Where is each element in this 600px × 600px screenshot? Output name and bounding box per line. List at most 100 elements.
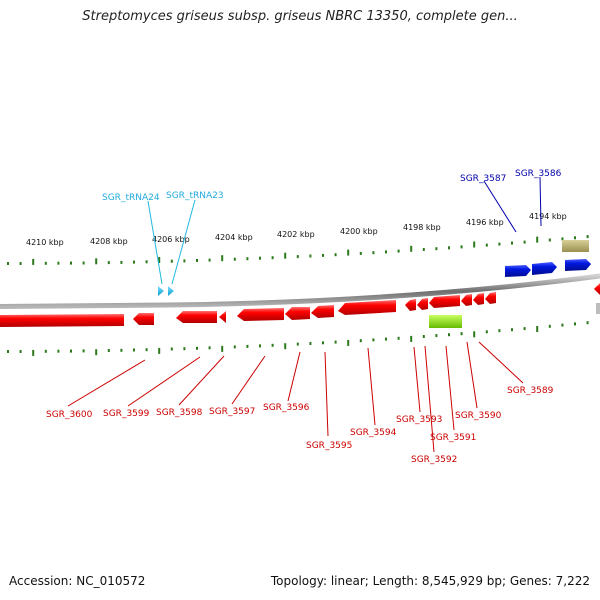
upper-tick <box>296 255 299 259</box>
gene-sgr-3600[interactable] <box>0 314 124 327</box>
upper-tick <box>208 258 211 262</box>
upper-tick <box>397 249 400 253</box>
label-sgr-3589[interactable]: SGR_3589 <box>507 386 554 396</box>
label-sgr-3591[interactable]: SGR_3591 <box>430 433 476 443</box>
lower-tick <box>372 338 375 342</box>
upper-tick <box>32 258 35 265</box>
lower-tick <box>548 324 551 328</box>
lower-tick <box>82 349 85 353</box>
upper-tick <box>536 236 539 243</box>
label-sgr-3595[interactable]: SGR_3595 <box>306 441 352 451</box>
lower-tick <box>19 350 22 353</box>
label-sgr-3598[interactable]: SGR_3598 <box>156 408 203 418</box>
misc-feature-green[interactable] <box>429 315 462 328</box>
chromosome-backbone <box>0 273 600 309</box>
lower-tick <box>574 322 576 326</box>
lower-tick <box>170 347 173 351</box>
upper-tick <box>19 262 22 265</box>
label-sgr-3590[interactable]: SGR_3590 <box>455 411 502 421</box>
tick-label-4200: 4200 kbp <box>340 227 378 236</box>
gene-sgr-3596[interactable] <box>237 308 284 321</box>
lower-scale-ticks <box>7 321 589 356</box>
lower-tick <box>44 349 47 353</box>
gene-sgr-3589a[interactable] <box>461 294 472 306</box>
gene-sgr-3587[interactable] <box>505 265 531 277</box>
label-sgr-3592[interactable]: SGR_3592 <box>411 455 457 465</box>
gene-forward-extra[interactable] <box>565 259 591 271</box>
tick-label-4208: 4208 kbp <box>90 237 128 246</box>
label-sgr-3596[interactable]: SGR_3596 <box>263 403 310 413</box>
gene-sgr-3586[interactable] <box>532 262 557 275</box>
lower-tick <box>208 346 211 350</box>
tick-label-4206: 4206 kbp <box>152 235 190 244</box>
upper-tick <box>271 256 274 260</box>
upper-tick <box>448 246 450 250</box>
lower-tick <box>95 349 98 356</box>
upper-tick <box>259 256 261 260</box>
lower-tick <box>359 339 362 343</box>
gene-sgr-3599[interactable] <box>133 313 154 325</box>
lower-tick <box>485 330 488 334</box>
label-sgr-3594[interactable]: SGR_3594 <box>350 428 397 438</box>
label-sgr-3586[interactable]: SGR_3586 <box>515 169 562 179</box>
upper-tick <box>523 240 526 244</box>
tick-label-4204: 4204 kbp <box>215 233 253 242</box>
lower-tick <box>460 332 463 336</box>
upper-tick <box>473 241 476 248</box>
label-sgr-3593[interactable]: SGR_3593 <box>396 415 442 425</box>
label-sgr-3597[interactable]: SGR_3597 <box>209 407 255 417</box>
upper-tick <box>460 245 463 249</box>
lower-tick <box>309 342 312 345</box>
map-title: Streptomyces griseus subsp. griseus NBRC… <box>82 9 518 24</box>
lower-tick <box>57 349 60 353</box>
upper-tick <box>284 252 287 259</box>
upper-tick <box>120 260 123 264</box>
lower-tick <box>448 333 450 337</box>
gene-sgr-3589[interactable] <box>485 292 496 304</box>
upper-tick <box>561 237 564 241</box>
tick-label-4196: 4196 kbp <box>466 218 504 227</box>
upper-tick <box>548 238 551 242</box>
trna-feature-sgr-trna24[interactable] <box>158 286 164 296</box>
gene-sgr-3590[interactable] <box>429 295 460 308</box>
lower-tick <box>284 343 287 350</box>
upper-tick <box>233 257 236 261</box>
gene-sgr-3598[interactable] <box>176 311 217 323</box>
lower-tick <box>158 347 161 354</box>
lower-tick <box>397 336 400 340</box>
lower-tick <box>473 331 476 338</box>
upper-tick <box>359 251 362 255</box>
lower-tick <box>183 347 186 351</box>
gene-sgr-3595[interactable] <box>285 307 310 320</box>
misc-feature-olive[interactable] <box>562 240 589 252</box>
gene-sgr-3593[interactable] <box>338 300 396 315</box>
gene-reverse-edge[interactable] <box>594 283 600 295</box>
lower-tick <box>70 349 72 353</box>
upper-tick <box>246 257 249 261</box>
upper-tick <box>410 245 413 252</box>
upper-tick <box>586 235 589 239</box>
upper-tick <box>44 261 47 265</box>
label-sgr-3599[interactable]: SGR_3599 <box>103 409 150 419</box>
lower-tick <box>133 348 135 352</box>
gene-sgr-3594[interactable] <box>311 305 334 318</box>
upper-scale-ticks <box>7 235 589 265</box>
gene-sgr-3597[interactable] <box>219 311 226 323</box>
lower-tick <box>334 340 337 344</box>
misc-feature-grey[interactable] <box>596 303 600 314</box>
upper-tick <box>334 253 337 257</box>
label-sgr-3600[interactable]: SGR_3600 <box>46 410 93 420</box>
label-sgr-3587[interactable]: SGR_3587 <box>460 174 506 184</box>
gene-sgr-3591[interactable] <box>417 298 428 310</box>
label-sgr-trna23[interactable]: SGR_tRNA23 <box>166 191 224 201</box>
lower-tick <box>233 345 236 349</box>
gene-sgr-3592[interactable] <box>405 299 416 311</box>
upper-tick <box>574 236 576 240</box>
gene-sgr-3589b[interactable] <box>473 293 484 305</box>
lower-tick <box>7 350 9 353</box>
lower-tick <box>196 346 198 350</box>
upper-tick <box>385 250 387 254</box>
upper-tick <box>422 248 425 251</box>
label-sgr-trna24[interactable]: SGR_tRNA24 <box>102 193 160 203</box>
trna-feature-sgr-trna23[interactable] <box>168 286 174 296</box>
